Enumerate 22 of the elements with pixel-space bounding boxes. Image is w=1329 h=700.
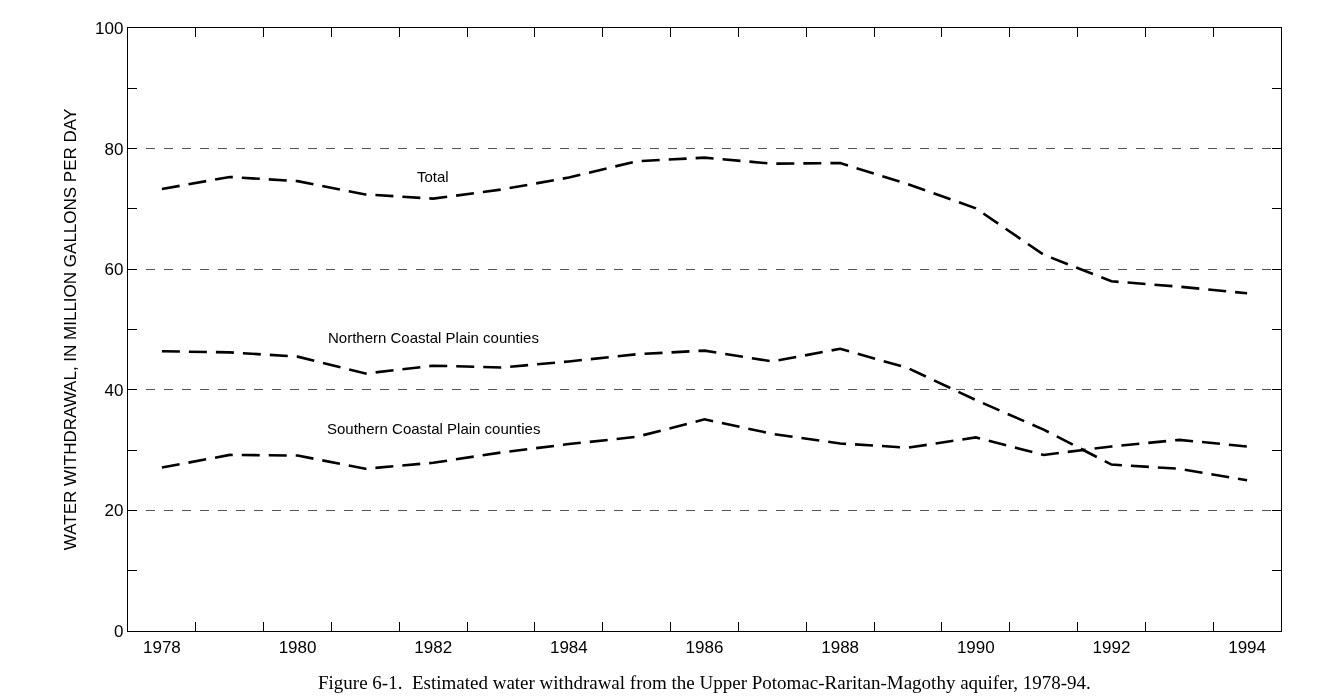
x-tick-label: 1992	[1092, 637, 1131, 657]
y-tick-label: 0	[113, 621, 124, 641]
y-tick-label: 20	[104, 501, 124, 521]
x-tick-label: 1988	[821, 637, 860, 657]
series-label: Total	[417, 168, 449, 185]
x-tick-label: 1984	[549, 637, 588, 657]
x-tick-label: 1982	[414, 637, 453, 657]
line-series	[160, 347, 1249, 482]
y-tick-label: 100	[95, 18, 124, 38]
series-label: Southern Coastal Plain counties	[327, 420, 541, 437]
line-series	[160, 156, 1249, 295]
x-tick-label: 1978	[143, 637, 181, 657]
series-label: Northern Coastal Plain counties	[328, 329, 539, 346]
y-axis-title: WATER WITHDRAWAL, IN MILLION GALLONS PER DAY	[60, 108, 80, 551]
y-tick-label: 40	[104, 380, 124, 400]
x-tick-label: 1986	[685, 637, 724, 657]
y-tick-label: 60	[104, 260, 124, 280]
caption: Figure 6-1. Estimated water withdrawal from the Upper Potomac-Raritan-Magothy aquifer, 1978-94.	[318, 672, 1091, 693]
x-tick-label: 1990	[956, 637, 995, 657]
x-tick-label: 1980	[278, 637, 317, 657]
x-tick-label: 1994	[1228, 637, 1266, 657]
y-tick-label: 80	[104, 139, 124, 159]
